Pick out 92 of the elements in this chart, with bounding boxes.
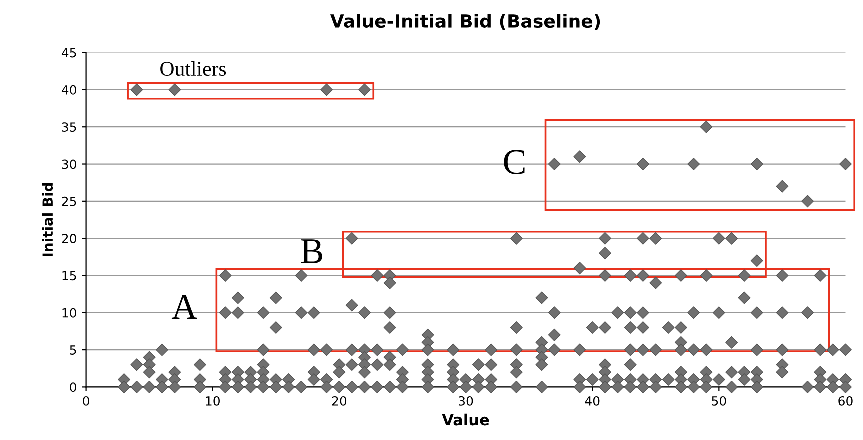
point	[750, 254, 764, 268]
x-tick-label: 30	[459, 396, 474, 406]
point	[358, 306, 372, 320]
point	[750, 158, 764, 171]
y-tick-label: 15	[62, 271, 76, 281]
point	[636, 306, 650, 320]
point	[712, 306, 726, 320]
point	[384, 306, 396, 320]
point	[636, 322, 650, 334]
point	[574, 150, 586, 164]
point	[738, 269, 751, 282]
point	[599, 269, 612, 282]
point	[624, 269, 637, 282]
series-label: Outliers	[160, 61, 226, 76]
series-label: A	[172, 295, 198, 319]
point	[674, 322, 688, 334]
point	[270, 322, 282, 334]
point	[776, 306, 789, 320]
y-tick-label: 45	[62, 48, 76, 58]
point	[674, 269, 688, 282]
point	[636, 232, 650, 245]
point	[776, 269, 789, 282]
x-tick-label: 40	[585, 396, 600, 406]
point	[662, 322, 675, 334]
point	[270, 292, 282, 304]
point	[700, 120, 713, 134]
point	[624, 322, 637, 334]
point	[346, 232, 358, 245]
x-axis-title: Value	[442, 414, 490, 426]
point	[726, 336, 738, 349]
point	[612, 306, 624, 320]
point	[384, 276, 396, 290]
point	[802, 306, 814, 320]
point	[548, 328, 561, 342]
point	[738, 292, 751, 304]
point	[599, 322, 612, 334]
point	[802, 195, 814, 208]
point	[650, 232, 662, 245]
point	[548, 306, 561, 320]
point	[712, 232, 726, 245]
point	[599, 232, 612, 245]
point	[840, 158, 852, 171]
point	[358, 84, 372, 96]
point	[776, 180, 789, 193]
point	[750, 306, 764, 320]
point	[624, 306, 637, 320]
point	[308, 306, 320, 320]
point	[599, 247, 612, 260]
point	[726, 232, 738, 245]
y-tick-label: 0	[70, 382, 76, 392]
point	[510, 232, 523, 245]
y-tick-label: 25	[62, 196, 76, 206]
point	[219, 269, 232, 282]
x-tick-label: 10	[206, 396, 220, 406]
y-tick-label: 30	[62, 160, 76, 170]
point	[130, 84, 144, 96]
x-tick-label: 50	[712, 396, 726, 406]
x-tick-label: 0	[83, 396, 90, 406]
point	[688, 158, 700, 171]
point	[232, 292, 244, 304]
point	[700, 269, 713, 282]
point	[295, 269, 308, 282]
point	[371, 269, 384, 282]
series-label: B	[301, 240, 322, 264]
y-tick-label: 10	[62, 308, 76, 318]
y-tick-label: 35	[62, 122, 76, 132]
x-tick-label: 60	[838, 396, 853, 406]
point	[636, 158, 650, 171]
point	[688, 306, 700, 320]
y-tick-label: 40	[62, 85, 76, 95]
point	[346, 299, 358, 312]
point	[219, 306, 232, 320]
point	[586, 322, 599, 334]
y-axis-title: Initial Bid	[42, 183, 54, 256]
point	[384, 322, 396, 334]
point	[257, 306, 270, 320]
y-tick-label: 20	[62, 234, 76, 244]
point	[636, 269, 650, 282]
point	[510, 322, 523, 334]
point	[548, 158, 561, 171]
point	[320, 84, 334, 96]
point	[574, 262, 586, 275]
point	[650, 276, 662, 290]
point	[232, 306, 244, 320]
chart-title: Value-Initial Bid (Baseline)	[330, 14, 600, 30]
x-tick-label: 20	[332, 396, 347, 406]
y-tick-label: 5	[70, 346, 76, 355]
point	[168, 84, 182, 96]
point	[536, 292, 548, 304]
point	[295, 306, 308, 320]
series-label: C	[504, 150, 525, 174]
point	[814, 269, 827, 282]
